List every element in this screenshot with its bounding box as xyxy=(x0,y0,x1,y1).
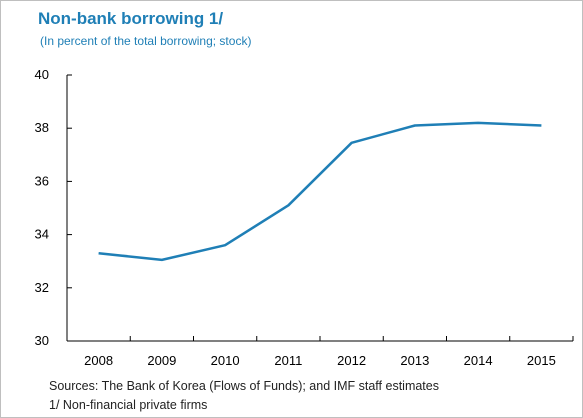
x-axis-ticks: 2008 2009 2010 2011 2012 2013 2014 2015 xyxy=(66,336,574,368)
footnote: 1/ Non-financial private firms xyxy=(49,398,208,412)
x-tick-label: 2009 xyxy=(147,353,176,368)
y-tick-label: 30 xyxy=(35,333,49,348)
y-tick-label: 38 xyxy=(35,120,49,135)
x-tick-label: 2014 xyxy=(464,353,493,368)
y-axis-ticks: 30 32 34 36 38 40 xyxy=(35,67,72,348)
x-tick-label: 2010 xyxy=(211,353,240,368)
chart-notes: Sources: The Bank of Korea (Flows of Fun… xyxy=(49,377,439,415)
y-tick-label: 40 xyxy=(35,67,49,82)
y-tick-label: 32 xyxy=(35,280,49,295)
sources-note: Sources: The Bank of Korea (Flows of Fun… xyxy=(49,379,439,393)
series-lines xyxy=(98,121,542,262)
axes xyxy=(66,75,573,342)
x-tick-label: 2015 xyxy=(527,353,556,368)
x-tick-label: 2012 xyxy=(337,353,366,368)
x-tick-label: 2013 xyxy=(400,353,429,368)
series-line xyxy=(98,121,542,262)
y-tick-label: 34 xyxy=(35,227,49,242)
x-tick-label: 2011 xyxy=(274,353,302,368)
chart-title: Non-bank borrowing 1/ xyxy=(38,9,224,28)
x-tick-label: 2008 xyxy=(84,353,113,368)
y-tick-label: 36 xyxy=(35,173,49,188)
chart-subtitle: (In percent of the total borrowing; stoc… xyxy=(40,34,252,48)
